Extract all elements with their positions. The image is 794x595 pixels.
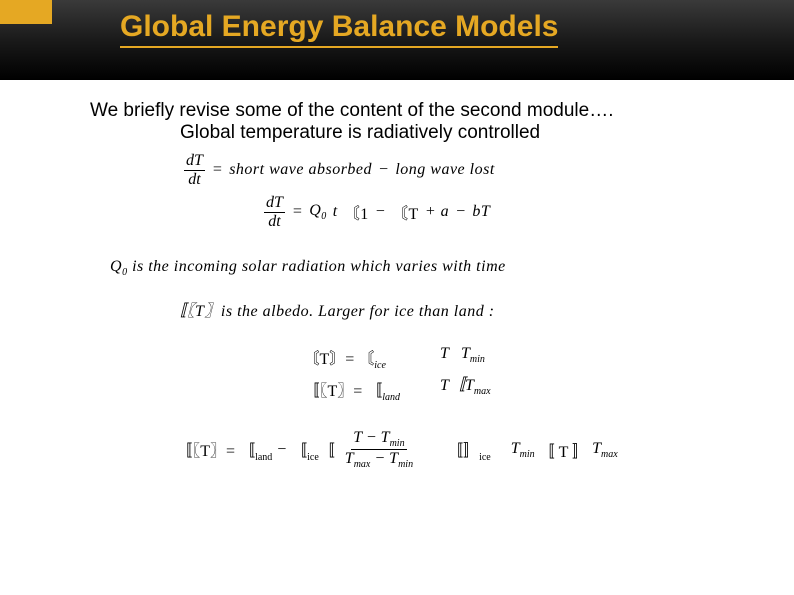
- final-lhs: 〚〖T〗= 〚land: [176, 437, 272, 463]
- slide-header: Global Energy Balance Models: [0, 0, 794, 80]
- final-fraction: T − Tmin Tmax − Tmin: [343, 429, 415, 470]
- eq1-minus: −: [378, 161, 389, 179]
- eq1-longwave: long wave lost: [395, 161, 494, 179]
- piecewise-row2-lhs: 〚〖T〗= 〚land: [303, 377, 400, 403]
- eq2-minus2: −: [455, 203, 466, 221]
- albedo-description: 〚〖T〗is the albedo. Larger for ice than l…: [170, 297, 734, 321]
- eq2-numerator: dT: [264, 194, 285, 213]
- final-frac-num: T − Tmin: [351, 429, 406, 450]
- final-ice-term: 〚ice〚: [291, 437, 335, 463]
- final-minus: −: [276, 441, 287, 459]
- final-tail-mid: 〚 T 〛: [539, 438, 589, 462]
- piecewise-lhs-col: 〘T〙= 〘ice 〚〖T〗= 〚land: [303, 345, 400, 403]
- final-tail-tmax: Tmax: [592, 440, 618, 460]
- piecewise-row2-rhs: T〚Tmax: [440, 371, 490, 397]
- q0-description: Q0 is the incoming solar radiation which…: [110, 258, 734, 278]
- eq2-fraction: dT dt: [264, 194, 285, 230]
- eq1-numerator: dT: [184, 152, 205, 171]
- intro-line-1: We briefly revise some of the content of…: [90, 100, 734, 122]
- piecewise-row1-lhs: 〘T〙= 〘ice: [303, 345, 400, 371]
- eq2-minus1: −: [375, 203, 386, 221]
- slide-title: Global Energy Balance Models: [120, 10, 558, 48]
- eq2-bt: bT: [472, 203, 490, 221]
- final-equation: 〚〖T〗= 〚land − 〚ice〚 T − Tmin Tmax − Tmin…: [60, 429, 734, 470]
- piecewise-row1-rhs: T Tmin: [440, 345, 490, 365]
- final-tail-ice: 〚〛ice: [447, 437, 491, 463]
- accent-bar: [0, 0, 52, 24]
- eq2-denominator: dt: [266, 213, 282, 231]
- piecewise-rhs-col: T Tmin T〚Tmax: [440, 345, 490, 403]
- eq2-alpha-t: 〘T: [392, 200, 419, 224]
- eq2-t: t: [333, 203, 338, 221]
- piecewise-definition: 〘T〙= 〘ice 〚〖T〗= 〚land T Tmin T〚Tmax: [60, 345, 734, 403]
- eq1-denominator: dt: [186, 171, 202, 189]
- equation-1: dT dt = short wave absorbed − long wave …: [180, 152, 734, 188]
- eq2-bracket-open: 〘1: [344, 200, 369, 224]
- equation-2: dT dt = Q0 t 〘1 − 〘T + a − bT: [260, 194, 734, 230]
- slide-content: We briefly revise some of the content of…: [0, 80, 794, 470]
- eq2-equals: =: [292, 203, 303, 221]
- eq1-shortwave: short wave absorbed: [229, 161, 372, 179]
- final-frac-den: Tmax − Tmin: [343, 450, 415, 470]
- eq1-fraction: dT dt: [184, 152, 205, 188]
- intro-line-2: Global temperature is radiatively contro…: [180, 122, 734, 144]
- eq2-q: Q0: [309, 202, 327, 222]
- final-tail-tmin: Tmin: [511, 440, 535, 460]
- eq2-plus-a: + a: [425, 203, 449, 221]
- eq1-equals: =: [212, 161, 223, 179]
